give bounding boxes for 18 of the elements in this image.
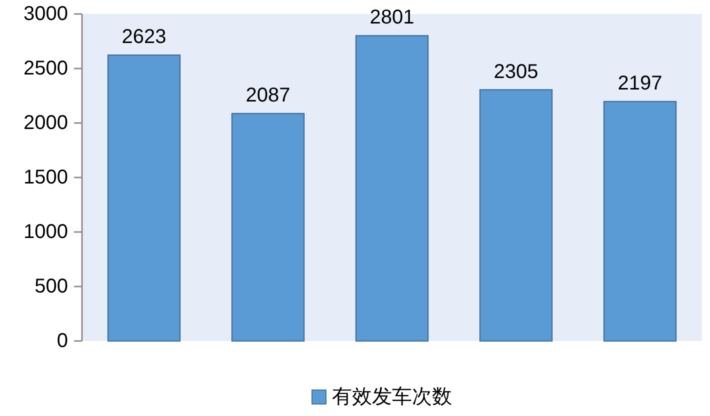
bar (479, 89, 553, 342)
bar (355, 35, 429, 342)
y-tick-label: 500 (34, 276, 68, 298)
y-tick-label: 2500 (24, 58, 68, 80)
data-label: 2305 (494, 60, 538, 83)
bar (231, 112, 305, 342)
bar (603, 100, 677, 342)
y-tick-label: 1000 (24, 221, 68, 243)
y-tick-label: 0 (56, 330, 68, 352)
y-tick-label: 3000 (24, 3, 68, 25)
legend-label: 有效发车次数 (332, 386, 452, 408)
data-label: 2087 (246, 84, 290, 107)
y-tick-label: 1500 (24, 166, 68, 188)
data-label: 2197 (618, 72, 662, 95)
bar (107, 54, 181, 342)
data-label: 2801 (370, 6, 414, 29)
y-tick-label: 2000 (24, 112, 68, 134)
data-label: 2623 (122, 26, 166, 48)
